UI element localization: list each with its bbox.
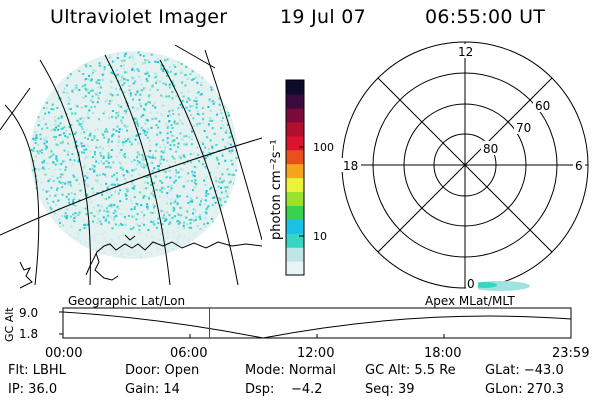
lat-label-60: 60 [535, 99, 550, 113]
gc-alt-status: GC Alt: 5.5 Re [365, 363, 456, 378]
gc-alt-axis-label: GC Alt [3, 307, 16, 342]
x-tick-1800: 18:00 [424, 346, 461, 361]
y-tick-1-8: 1.8 [19, 327, 38, 341]
colorbar-unit-label: photon cm⁻²s⁻¹ [269, 139, 284, 240]
geographic-image [0, 44, 262, 289]
x-tick-0600: 06:00 [170, 346, 207, 361]
seq-status: Seq: 39 [365, 382, 415, 397]
lat-label-80: 80 [483, 142, 498, 156]
lat-label-70: 70 [516, 121, 531, 135]
dsp-status: Dsp: −4.2 [245, 382, 323, 397]
earth-disk [30, 51, 238, 259]
coastline [19, 234, 262, 289]
filter-status: Flt: LBHL [8, 363, 66, 378]
gain-status: Gain: 14 [125, 382, 180, 397]
date-label: 19 Jul 07 [280, 6, 367, 28]
y-tick-9: 9.0 [19, 306, 38, 320]
mode-status: Mode: Normal [245, 363, 336, 378]
color-bar [286, 80, 304, 276]
door-status: Door: Open [125, 363, 200, 378]
time-label: 06:55:00 UT [425, 6, 546, 28]
mlt-label-0: 0 [467, 277, 475, 291]
polar-mlt-plot: 12 18 6 0 60 70 80 [341, 41, 589, 291]
x-tick-0000: 00:00 [45, 346, 82, 361]
glon-status: GLon: 270.3 [485, 382, 565, 397]
graticule-lines [0, 44, 262, 286]
colorbar-tick-100: 100 [313, 141, 334, 154]
uv-emission-speckle [30, 51, 238, 259]
x-tick-2359: 23:59 [552, 346, 589, 361]
colorbar-tick-10: 10 [313, 230, 327, 243]
timeline-frame [62, 307, 572, 339]
ip-status: IP: 36.0 [8, 382, 58, 397]
mlt-label-18: 18 [343, 159, 358, 173]
apex-label: Apex MLat/MLT [425, 294, 515, 308]
timeline-ticks [59, 311, 572, 338]
mlt-label-6: 6 [575, 159, 583, 173]
instrument-title: Ultraviolet Imager [50, 6, 228, 28]
mlt-label-12: 12 [458, 45, 473, 59]
glat-status: GLat: −43.0 [485, 363, 564, 378]
gc-alt-timeline: 9.0 1.8 GC Alt 00:00 06:00 12:00 18:00 2… [3, 306, 589, 361]
geographic-label: Geographic Lat/Lon [68, 294, 186, 308]
gc-alt-curve [62, 311, 572, 339]
color-scale: 100 10 photon cm⁻²s⁻¹ [269, 79, 334, 276]
x-tick-1200: 12:00 [297, 346, 334, 361]
